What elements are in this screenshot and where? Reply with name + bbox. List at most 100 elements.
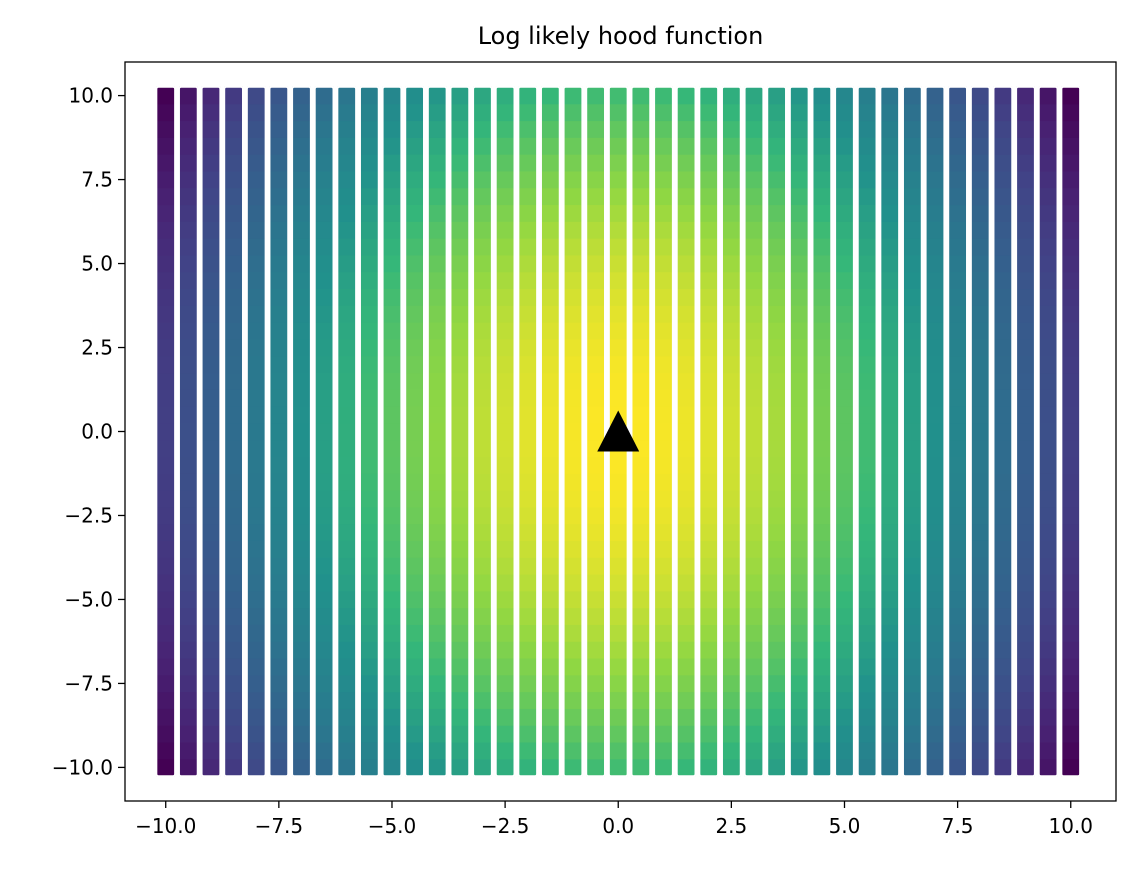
- data-point: [903, 523, 922, 541]
- data-point: [880, 657, 899, 676]
- data-point: [518, 741, 537, 760]
- data-point: [722, 137, 741, 155]
- data-point: [247, 221, 266, 239]
- data-point: [405, 489, 424, 508]
- data-point: [156, 254, 175, 273]
- data-point: [925, 338, 945, 357]
- data-point: [1038, 691, 1058, 709]
- data-point: [1016, 254, 1035, 273]
- data-point: [247, 456, 266, 474]
- data-point: [156, 338, 175, 357]
- data-point: [247, 355, 266, 374]
- data-point: [382, 590, 402, 609]
- data-point: [699, 741, 718, 760]
- data-point: [676, 557, 696, 575]
- data-point: [925, 657, 945, 676]
- data-point: [541, 238, 560, 256]
- data-point: [903, 439, 922, 457]
- data-point: [812, 590, 832, 609]
- point-column: [676, 86, 697, 777]
- data-point: [1061, 389, 1080, 407]
- data-point: [631, 288, 651, 306]
- data-point: [1016, 557, 1035, 575]
- data-point: [654, 288, 673, 306]
- data-point: [247, 691, 266, 709]
- data-point: [201, 657, 221, 676]
- data-point: [405, 137, 424, 155]
- data-point: [541, 741, 560, 760]
- data-point: [676, 624, 696, 642]
- data-point: [722, 691, 741, 709]
- data-point: [609, 473, 628, 491]
- data-point: [495, 557, 515, 575]
- data-point: [314, 708, 334, 726]
- data-point: [971, 758, 990, 777]
- data-point: [541, 187, 560, 206]
- data-point: [925, 254, 945, 273]
- data-point: [247, 170, 266, 189]
- data-point: [292, 691, 311, 709]
- data-point: [925, 187, 945, 206]
- data-point: [631, 489, 651, 508]
- data-point: [1016, 271, 1035, 290]
- data-point: [518, 456, 537, 474]
- data-point: [337, 439, 356, 457]
- data-point: [631, 607, 651, 625]
- data-point: [382, 456, 402, 474]
- data-point: [857, 691, 877, 709]
- data-point: [1038, 422, 1058, 441]
- data-point: [925, 641, 945, 659]
- data-point: [857, 607, 877, 625]
- data-point: [631, 204, 651, 222]
- data-point: [314, 305, 334, 323]
- data-point: [473, 489, 492, 508]
- data-point: [450, 204, 470, 222]
- data-point: [450, 86, 470, 105]
- data-point: [156, 204, 175, 222]
- data-point: [971, 422, 990, 441]
- data-point: [948, 221, 967, 239]
- data-point: [586, 741, 605, 760]
- data-point: [382, 389, 402, 407]
- data-point: [224, 557, 243, 575]
- data-point: [473, 708, 492, 726]
- data-point: [518, 557, 537, 575]
- data-point: [337, 137, 356, 155]
- data-point: [224, 523, 243, 541]
- data-point: [247, 271, 266, 290]
- data-point: [857, 372, 877, 390]
- data-point: [495, 154, 515, 172]
- data-point: [925, 120, 945, 138]
- point-column-outline: [178, 86, 199, 777]
- data-point: [563, 120, 583, 138]
- data-point: [1016, 708, 1035, 726]
- data-point: [654, 389, 673, 407]
- data-point: [382, 674, 402, 693]
- data-point: [563, 170, 583, 189]
- data-point: [201, 624, 221, 642]
- data-point: [292, 355, 311, 374]
- data-point: [428, 221, 447, 239]
- data-point: [812, 456, 832, 474]
- data-point: [360, 741, 379, 760]
- data-point: [880, 607, 899, 625]
- data-point: [948, 708, 967, 726]
- data-point: [767, 204, 786, 222]
- data-point: [360, 691, 379, 709]
- data-point: [676, 523, 696, 541]
- data-point: [179, 238, 198, 256]
- data-point: [495, 674, 515, 693]
- data-point: [903, 204, 922, 222]
- data-point: [224, 691, 243, 709]
- data-point: [541, 523, 560, 541]
- data-point: [179, 674, 198, 693]
- data-point: [360, 120, 379, 138]
- data-point: [993, 338, 1013, 357]
- data-point: [744, 607, 764, 625]
- data-point: [903, 540, 922, 558]
- data-point: [314, 338, 334, 357]
- data-point: [993, 221, 1013, 239]
- data-point: [925, 322, 945, 340]
- data-point: [903, 137, 922, 155]
- data-point: [156, 725, 175, 743]
